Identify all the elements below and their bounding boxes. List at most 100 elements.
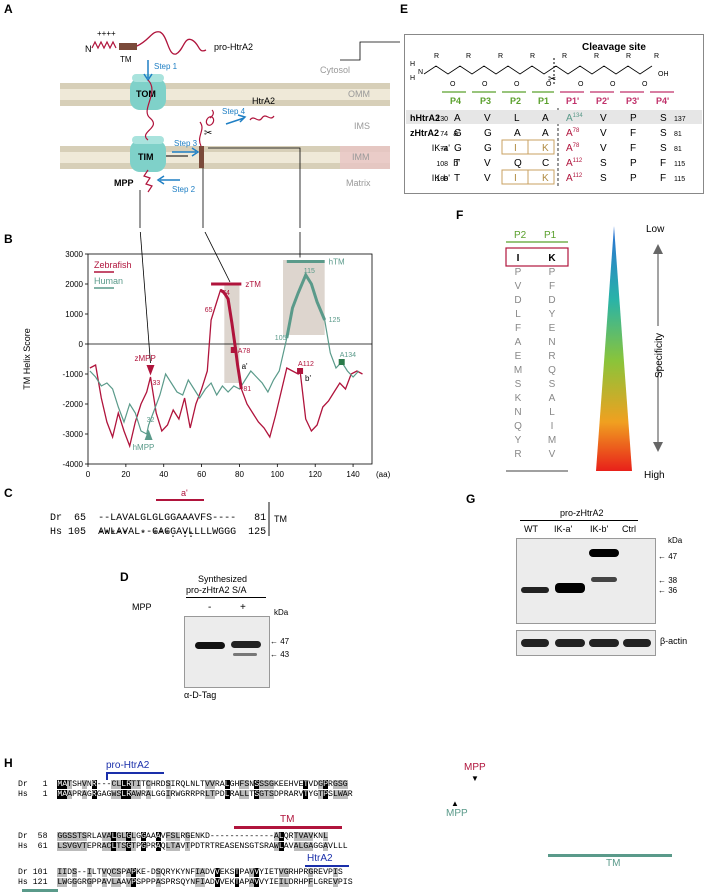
f-p2-residue: S xyxy=(515,379,522,390)
svg-text:O: O xyxy=(578,81,584,88)
e-residue: G xyxy=(454,143,462,154)
d-marker-47: ← 47 xyxy=(270,637,290,646)
svg-text:P4: P4 xyxy=(450,96,461,106)
h-tm-hs: TM xyxy=(606,858,621,869)
panel-letter-e: E xyxy=(400,2,409,16)
presequence-zigzag xyxy=(91,40,117,50)
specificity-panel: P2 P1 I KP PV FD DL YF EA NE RM QS SK AN LQ IY MR V Low… xyxy=(505,224,665,480)
g-lane-ik-b: IK-b' xyxy=(590,524,609,534)
e-residue: V xyxy=(484,158,491,169)
e-residue: A xyxy=(542,113,549,124)
d-minus: - xyxy=(208,602,212,613)
step3-label: Step 3 xyxy=(174,139,198,148)
positive-charges: ++++ xyxy=(97,29,116,38)
omm-membrane xyxy=(60,83,390,106)
svg-text:✂: ✂ xyxy=(548,74,556,85)
a78-label: A78 xyxy=(238,348,251,355)
svg-text:P2': P2' xyxy=(596,96,609,106)
svg-text:O: O xyxy=(610,81,616,88)
d-kda: kDa xyxy=(274,608,289,617)
g-band-ik-b-47 xyxy=(589,549,619,557)
x-tick-label: 120 xyxy=(309,470,323,479)
e-residue: F xyxy=(630,128,636,139)
a112-marker xyxy=(297,368,304,374)
e-residue: I xyxy=(514,173,517,184)
e-residue: P xyxy=(630,113,637,124)
e-residue: P xyxy=(630,158,637,169)
g-marker-47: ← 47 xyxy=(658,552,678,561)
e-residue: S xyxy=(660,128,667,139)
f-p1-residue: Y xyxy=(549,309,556,320)
y-tick-label: 1000 xyxy=(65,310,83,319)
hmpp-marker xyxy=(144,429,153,440)
f-p2-residue: A xyxy=(515,337,522,348)
f-p2-header: P2 xyxy=(514,230,527,241)
g-band-ik-b-38 xyxy=(591,577,617,582)
svg-text:R: R xyxy=(654,53,659,60)
g-band-ik-a-36 xyxy=(555,583,585,593)
e-residue: F xyxy=(660,173,666,184)
h-block-1: Dr 1 MATSHVNR---CLLRTITCHRDSIRQLNLTVVRAL… xyxy=(18,780,353,800)
f-p1-header: P1 xyxy=(544,230,557,241)
residue-number-33: 33 xyxy=(152,380,160,387)
e-residue: F xyxy=(630,143,636,154)
f-p1-residue: K xyxy=(548,253,556,264)
f-p1-residue: F xyxy=(549,281,555,292)
e-residue: V xyxy=(600,128,607,139)
d-marker-43: ← 43 xyxy=(270,650,290,659)
ztm-label: zTM xyxy=(245,280,261,289)
panel-h-alignment: pro-HtrA2 MPP ▼ Dr 1 MATSHVNR---CLLRTITC… xyxy=(18,760,708,890)
svg-text:O: O xyxy=(642,81,648,88)
h-row-dr: Dr 1 MATSHVNR---CLLRTITCHRDSIRQLNLTVVRAL… xyxy=(18,780,348,789)
panel-letter-g: G xyxy=(466,492,476,506)
f-p2-residue: I xyxy=(517,253,520,264)
legend-zebrafish: Zebrafish xyxy=(94,260,132,270)
f-p1-residue: D xyxy=(548,295,555,306)
g-gel-actin xyxy=(516,630,656,656)
chem-oh: OH xyxy=(658,71,669,78)
svg-text:✂: ✂ xyxy=(204,128,212,139)
e-row-start-num: 108 xyxy=(436,176,448,183)
h-mpp-hs: MPP xyxy=(446,808,468,819)
f-p1-residue: S xyxy=(549,379,556,390)
c-row-dr: Dr 65 --LAVALGLGLGGAAAVFS---- 81 xyxy=(50,513,267,524)
e-residue: A xyxy=(454,113,461,124)
e-residue: G xyxy=(484,128,492,139)
g-marker-38: ← 38 xyxy=(658,576,678,585)
c-consensus: ***** * ***. :: xyxy=(98,530,195,541)
e-row-end: 115 xyxy=(674,176,685,183)
h-row-hs: Hs 1 MAAPRAGRGAGWSLRAWRALGGIRWGRRPRLTPDL… xyxy=(18,790,353,799)
x-tick-label: 60 xyxy=(197,470,206,479)
a78-marker xyxy=(230,347,237,353)
y-tick-label: 2000 xyxy=(65,280,83,289)
svg-text:R: R xyxy=(466,53,471,60)
f-p2-residue: R xyxy=(514,449,521,460)
y-tick-label: -2000 xyxy=(63,400,84,409)
a112-label: A112 xyxy=(298,361,314,368)
panel-a-diagram: N ++++ TM pro-HtrA2 Step 1 TOM TIM MPP S… xyxy=(60,29,400,228)
tm-helix-chart: 0 20 40 60 80 100 120 140 -4000 -3000 -2000 -1000 0 1… xyxy=(22,232,391,479)
f-p1-residue: L xyxy=(549,407,555,418)
d-antibody: α-D-Tag xyxy=(184,690,217,700)
e-residue: G xyxy=(484,143,492,154)
h-tm-dr: TM xyxy=(280,814,295,825)
connector-ztm xyxy=(204,232,231,283)
n-terminus-label: N xyxy=(85,44,92,54)
f-specificity-label: Specificity xyxy=(654,333,665,378)
x-unit-label: (aa) xyxy=(376,470,391,479)
e-residue: A112 xyxy=(566,173,583,184)
svg-text:P4': P4' xyxy=(656,96,669,106)
panel-letter-c: C xyxy=(4,486,13,500)
step4-label: Step 4 xyxy=(222,107,246,116)
x-tick-label: 80 xyxy=(235,470,244,479)
f-p1-residue: M xyxy=(548,435,556,446)
e-residue: V xyxy=(484,173,491,184)
x-tick-label: 140 xyxy=(346,470,360,479)
svg-text:R: R xyxy=(626,53,631,60)
x-tick-label: 20 xyxy=(121,470,130,479)
step2-label: Step 2 xyxy=(172,185,196,194)
h-pro-label: pro-HtrA2 xyxy=(106,760,150,771)
e-row-label: zHtrA2 xyxy=(410,128,439,138)
